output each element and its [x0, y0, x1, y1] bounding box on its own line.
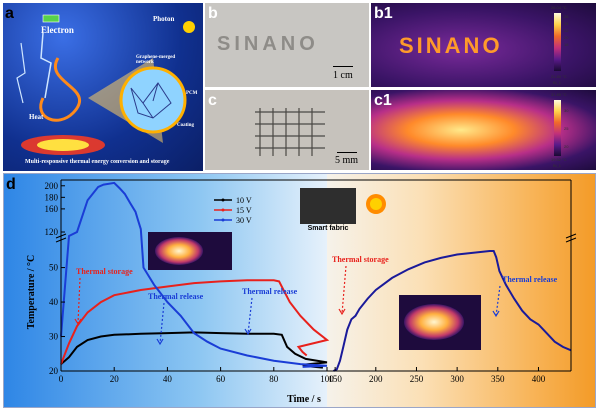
y-tick-label: 160 [45, 204, 59, 214]
annotation-label: Thermal storage [332, 255, 389, 264]
panel-b-photo: b SINANO 1 cm [205, 3, 369, 87]
annotation-arrowhead [492, 310, 500, 318]
series-line-0 [60, 331, 328, 369]
pcm-label: PCM [186, 91, 198, 96]
panel-d-label: d [6, 176, 16, 193]
x-tick-label: 300 [450, 374, 464, 384]
panel-b1-label: b1 [374, 5, 393, 22]
electron-label: Electron [41, 25, 74, 35]
annotation-arrow [341, 265, 347, 315]
colorbar [554, 100, 561, 156]
panel-a-illustration: a Electron Photon Heat Graphene-merged n… [3, 3, 203, 171]
x-tick-label: 0 [59, 374, 64, 384]
battery-icon [42, 14, 60, 23]
y-tick-label: 200 [45, 181, 59, 191]
series-line-3 [333, 250, 572, 372]
lightning-icon [16, 42, 26, 104]
y-tick-label: 50 [49, 263, 59, 273]
legend-label: 30 V [236, 216, 252, 225]
graphene-label: Graphene-merged network [136, 55, 176, 65]
night-background [327, 174, 595, 407]
legend-marker [221, 218, 225, 222]
y-tick-label: 120 [45, 227, 59, 237]
panel-c1-label: c1 [374, 92, 392, 109]
heat-label: Heat [29, 113, 44, 121]
panel-b1-thermal: b1 SINANO 26.04 °C 26 24 22 20 18 21.80 °C B… [371, 3, 596, 87]
legend-marker [221, 198, 225, 202]
x-tick-label: 400 [532, 374, 546, 384]
panel-a-artwork [16, 14, 195, 155]
top-temp-readout: 26.04 °C [551, 5, 567, 10]
smart-fabric-label: Smart fabric [308, 225, 349, 232]
x-tick-label: 150 [328, 374, 342, 384]
bottom-temp-readout: 21.80 °C [551, 74, 567, 79]
annotation-arrow [495, 285, 501, 317]
y-tick-label: 180 [45, 192, 59, 202]
y-tick-label: 20 [49, 366, 59, 376]
annotation-arrow [159, 302, 165, 345]
scale-label: 1 cm [333, 70, 353, 81]
panel-c-label: c [208, 92, 217, 109]
bottom-temp-readout: 19.52 °C [551, 157, 567, 162]
axis-break-mark [565, 233, 577, 243]
series-line-1 [60, 279, 330, 365]
scale-label: 5 mm [335, 155, 359, 166]
sinano-thermal-text: SINANO [399, 33, 503, 58]
annotation-arrowhead [338, 308, 346, 316]
x-tick-label: 100 [320, 374, 334, 384]
network-lines [130, 82, 172, 119]
panel-b-label: b [208, 5, 218, 22]
colorbar-ticks: 30 25 20 [564, 108, 569, 149]
coating-label: Coating [177, 123, 194, 128]
colorbar-ticks: 26 24 22 20 18 [564, 14, 569, 47]
heat-core [37, 139, 89, 151]
axis-break-mark [55, 233, 67, 243]
legend-label: 10 V [236, 196, 252, 205]
day-background [4, 174, 327, 407]
panel-c1-thermal: c1 31.85 °C 30 25 20 19.52 °C Bi_1 [371, 90, 596, 170]
photon-label: Photon [153, 15, 175, 23]
fabric-grid [255, 108, 325, 156]
legend-label: 15 V [236, 206, 252, 215]
annotation-label: Thermal release [148, 292, 204, 301]
panel-c-photo: c 5 mm [205, 90, 369, 170]
sun-core [370, 198, 382, 210]
panel-a-caption: Multi-responsive thermal energy conversi… [25, 159, 170, 165]
panel-a-label: a [5, 5, 14, 22]
image-id: Bi_1 [553, 163, 562, 168]
x-tick-label: 250 [410, 374, 424, 384]
y-axis-label: Temperature / °C [26, 255, 37, 330]
x-axis-label: Time / s [287, 394, 321, 405]
inset-thermal-glow [155, 237, 203, 265]
image-id: Bi_1 [553, 80, 562, 85]
annotation-label: Thermal release [502, 275, 558, 284]
annotation-label: Thermal storage [76, 267, 133, 276]
y-tick-label: 40 [49, 297, 59, 307]
x-tick-label: 60 [216, 374, 226, 384]
x-tick-label: 350 [491, 374, 505, 384]
annotation-arrowhead [74, 318, 82, 326]
lightning-icon [40, 32, 52, 99]
sinano-stitching: SINANO [217, 33, 319, 55]
x-tick-label: 80 [269, 374, 279, 384]
annotation-arrowhead [244, 328, 252, 336]
sun-icon [183, 21, 195, 33]
inset-thermal-glow [404, 304, 464, 340]
x-tick-label: 40 [163, 374, 173, 384]
panel-d-chart: d 0 20 40 60 80 100 150 200 250 300 350 400 20 30 40 50… [3, 173, 596, 408]
colorbar [554, 13, 561, 71]
scale-bar [333, 66, 353, 67]
top-temp-readout: 31.85 °C [551, 92, 567, 97]
x-tick-label: 200 [369, 374, 383, 384]
x-tick-label: 20 [110, 374, 120, 384]
scale-bar [337, 152, 357, 153]
legend-marker [221, 208, 225, 212]
y-tick-label: 30 [49, 332, 59, 342]
annotation-label: Thermal release [242, 287, 298, 296]
fiber-strand [39, 57, 82, 122]
smart-fabric-image [300, 188, 356, 224]
series-line-2 [60, 181, 328, 368]
annotation-arrowhead [156, 338, 164, 346]
